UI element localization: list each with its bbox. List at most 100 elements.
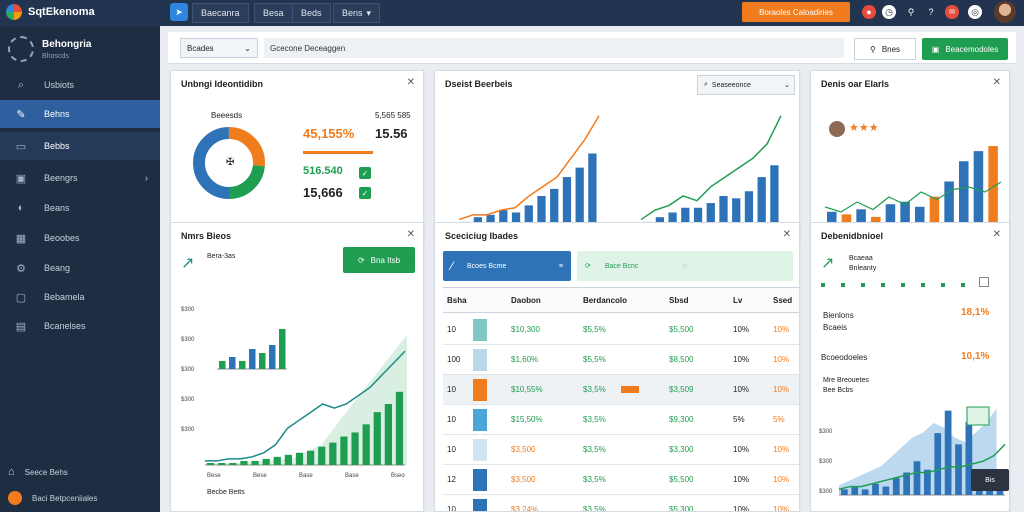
table-cell: 10% xyxy=(773,385,790,394)
sidebar-item-9[interactable]: ▤ Bcanelses xyxy=(0,312,160,340)
close-icon[interactable]: ✕ xyxy=(406,229,415,240)
table-cell: 12 xyxy=(447,475,456,484)
card-identification: Unbngi Ideontidibn ✕ Beeesds ✠ 5,565 585… xyxy=(170,70,424,242)
stat-secondary: 15.56 xyxy=(375,126,408,141)
bar-chart xyxy=(824,146,1002,228)
checkbox[interactable] xyxy=(979,277,989,287)
detail-chart-bar xyxy=(827,211,837,227)
nav-item-4[interactable]: Bens ▾ xyxy=(333,3,381,23)
sidebar-item-3[interactable]: ▭ Bebbs xyxy=(0,132,160,160)
trend-icon: ⁄ xyxy=(451,259,454,273)
table-cell: $5,5% xyxy=(583,325,606,334)
x-tick-label: Base xyxy=(345,473,359,479)
summary-panel-blue[interactable]: ⁄ Bcoes Bcme ≡ xyxy=(443,251,571,281)
sidebar-item-2[interactable]: ✎ Behns xyxy=(0,100,160,128)
folder-icon: ▣ xyxy=(15,172,27,185)
table-cell: 10 xyxy=(447,385,456,394)
table-cell: 5% xyxy=(773,415,785,424)
sidebar-item-6[interactable]: ▦ Beoobes xyxy=(0,224,160,252)
table-cell: 10% xyxy=(733,355,750,364)
app-title: SqtEkenoma xyxy=(28,6,95,18)
nav-item-3[interactable]: Beds xyxy=(292,3,331,23)
mini-chart-bar xyxy=(259,353,266,369)
search-input[interactable]: ⌕ Seaseeonce ⌄ xyxy=(697,75,795,95)
kpi-label: Bienlons xyxy=(823,311,854,320)
menu-icon: ≡ xyxy=(558,262,563,270)
table-cell: $3,300 xyxy=(669,445,694,454)
close-icon[interactable]: ✕ xyxy=(992,229,1001,240)
sales-action-button[interactable]: ⟳ Bna Itsb xyxy=(343,247,415,273)
x-tick-label: Bseo xyxy=(391,473,405,479)
gear-icon: ⚙ xyxy=(16,262,26,275)
filter-button[interactable]: ⚲ Bnes xyxy=(854,38,916,60)
nav-item-2[interactable]: Besa xyxy=(254,3,293,23)
help-icon[interactable]: ? xyxy=(928,7,934,17)
table-row[interactable]: 12 $3,500 $3,5% $5,500 10% 10% xyxy=(443,465,799,495)
check-icon: ✓ xyxy=(359,187,371,199)
globe-icon[interactable]: ◎ xyxy=(968,5,982,19)
close-icon[interactable]: ✕ xyxy=(406,77,415,88)
avatar[interactable] xyxy=(994,1,1016,23)
left-chart-bar xyxy=(524,205,533,229)
sidebar-item-7[interactable]: ⚙ Beang xyxy=(0,254,160,282)
sales-chart-bar xyxy=(318,446,326,465)
col-header[interactable]: Daobon xyxy=(511,295,541,305)
close-icon[interactable]: ✕ xyxy=(992,77,1001,88)
sidebar-item-8[interactable]: ▢ Bebamela xyxy=(0,283,160,311)
def-chart-bar xyxy=(851,486,859,495)
mini-chart-bar xyxy=(249,349,256,369)
filter-button-label: Bnes xyxy=(881,44,901,54)
def-chart-bar xyxy=(841,489,848,495)
table-cell: $5,500 xyxy=(669,475,694,484)
col-header[interactable]: Ssed xyxy=(773,295,793,305)
table-row[interactable]: 10 $10,300 $5,5% $5,500 10% 10% xyxy=(443,315,799,345)
sales-chart-bar xyxy=(273,456,281,465)
detail-chart-bar xyxy=(944,181,954,227)
notification-icon[interactable]: ● xyxy=(862,5,876,19)
sidebar-item-5[interactable]: ◐ Beans xyxy=(0,194,160,222)
settings-icon: ◐ xyxy=(17,202,25,214)
detail-chart-bar xyxy=(973,151,984,227)
table-row[interactable]: 10 $10,55% $3,5% $3,509 10% 10% xyxy=(443,375,799,405)
sidebar-footer-1[interactable]: ⌂ Seece Behs xyxy=(8,466,68,478)
detail-chart-bar xyxy=(885,204,896,227)
table-row[interactable]: 100 $1,60% $5,5% $8,500 10% 10% xyxy=(443,345,799,375)
col-header[interactable]: Lv xyxy=(733,295,743,305)
x-tick-label: Bese xyxy=(207,473,221,479)
mail-icon[interactable]: ✉ xyxy=(945,5,959,19)
summary-panel-green[interactable]: ⟳ Bace Bcnc ◌ xyxy=(577,251,793,281)
refresh-icon: ⟳ xyxy=(357,255,365,265)
indicator-strip xyxy=(821,283,971,287)
chevron-right-icon: › xyxy=(145,173,148,183)
donut-chart xyxy=(193,127,265,199)
primary-action-button[interactable]: ▣ Beacemodoles xyxy=(922,38,1008,60)
table-cell: $3,24% xyxy=(511,505,539,512)
table-row[interactable]: 10 $3,500 $3,5% $3,300 10% 10% xyxy=(443,435,799,465)
table-row[interactable]: 10 $3,24% $3,5% $5,300 10% 10% xyxy=(443,495,799,512)
table-row[interactable]: 10 $15,50% $3,5% $9,300 5% 5% xyxy=(443,405,799,435)
mini-chart-bar xyxy=(279,329,286,369)
filter-dropdown-label: Bcades xyxy=(187,43,214,53)
pin-icon[interactable]: ⚲ xyxy=(907,6,915,17)
sidebar-item-4[interactable]: ▣ Beengrs › xyxy=(0,164,160,192)
sidebar-item-1[interactable]: ⌕ Usbiots xyxy=(0,71,160,99)
col-header[interactable]: Bsha xyxy=(447,295,467,305)
col-header[interactable]: Berdancolo xyxy=(583,295,628,305)
brand[interactable]: SqtEkenoma xyxy=(6,4,95,20)
filter-dropdown[interactable]: Bcades ⌄ xyxy=(180,38,258,58)
table-cell: 10% xyxy=(773,505,790,512)
clock-icon[interactable]: ◷ xyxy=(882,5,896,19)
left-chart-bar xyxy=(537,195,546,229)
table-cell: 5% xyxy=(733,415,745,424)
col-header[interactable]: Sbsd xyxy=(669,295,689,305)
sidebar-item-label: Bebbs xyxy=(44,141,70,151)
nav-arrow-icon[interactable]: ➤ xyxy=(170,3,188,21)
nav-item-1[interactable]: Baecanra xyxy=(192,3,249,23)
card-title: Denis oar Elarls xyxy=(821,79,890,89)
sales-chart-bar xyxy=(329,442,337,465)
sidebar-footer-2[interactable]: Baci Betpceniiales xyxy=(8,491,97,505)
close-icon[interactable]: ✕ xyxy=(782,229,791,240)
search-icon: ⌕ xyxy=(704,81,708,88)
chevron-down-icon: ⌄ xyxy=(784,82,790,89)
search-button[interactable]: Boraoles Caloadiries xyxy=(742,2,850,22)
